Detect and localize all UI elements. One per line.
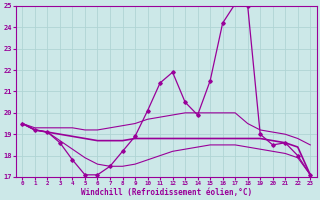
X-axis label: Windchill (Refroidissement éolien,°C): Windchill (Refroidissement éolien,°C) [81,188,252,197]
